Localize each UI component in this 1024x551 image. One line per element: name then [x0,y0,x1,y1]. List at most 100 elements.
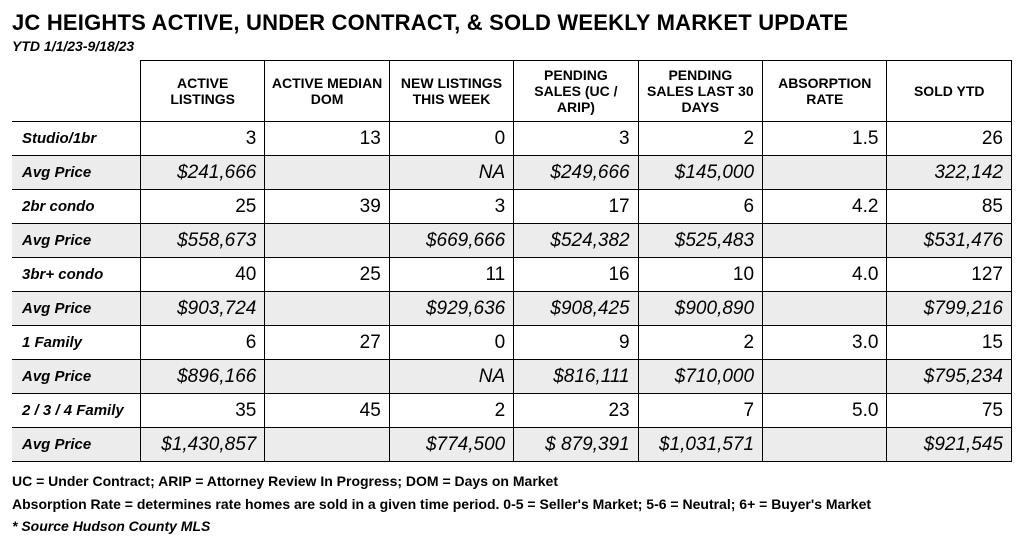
cell-price: $774,500 [389,428,513,462]
table-row-price: Avg Price$241,666 NA$249,666$145,000 322,1… [12,156,1012,190]
row-label-price: Avg Price [12,292,140,326]
cell-count: 16 [514,258,638,292]
cell-count: 11 [389,258,513,292]
cell-count: 2 [389,394,513,428]
cell-price: $929,636 [389,292,513,326]
row-label: 3br+ condo [12,258,140,292]
cell-price: $669,666 [389,224,513,258]
cell-price: NA [389,156,513,190]
cell-count: 45 [265,394,389,428]
cell-count: 7 [638,394,762,428]
cell-price [763,428,887,462]
table-row-category: 3br+ condo40251116104.0127 [12,258,1012,292]
cell-price: $241,666 [140,156,264,190]
notes-block: UC = Under Contract; ARIP = Attorney Rev… [12,470,1012,537]
cell-count: 10 [638,258,762,292]
cell-count: 25 [265,258,389,292]
cell-count: 0 [389,326,513,360]
cell-count: 35 [140,394,264,428]
table-row-price: Avg Price$896,166 NA$816,111$710,000 $795,… [12,360,1012,394]
cell-count: 2 [638,122,762,156]
col-header: NEW LISTINGS THIS WEEK [389,61,513,122]
notes-legend: UC = Under Contract; ARIP = Attorney Rev… [12,470,1012,492]
cell-price: $799,216 [887,292,1012,326]
cell-price: 322,142 [887,156,1012,190]
cell-count: 3 [140,122,264,156]
cell-count: 0 [389,122,513,156]
cell-count: 23 [514,394,638,428]
row-label-price: Avg Price [12,156,140,190]
cell-count: 13 [265,122,389,156]
table-row-category: 1 Family6270923.015 [12,326,1012,360]
cell-price: $1,430,857 [140,428,264,462]
cell-price [265,224,389,258]
col-header: PENDING SALES LAST 30 DAYS [638,61,762,122]
row-label-price: Avg Price [12,428,140,462]
date-range: YTD 1/1/23-9/18/23 [12,38,1012,54]
cell-count: 15 [887,326,1012,360]
cell-count: 9 [514,326,638,360]
cell-count: 26 [887,122,1012,156]
notes-source: * Source Hudson County MLS [12,515,1012,537]
cell-price [763,224,887,258]
cell-price [265,156,389,190]
table-row-price: Avg Price$1,430,857 $774,500$ 879,391$1,0… [12,428,1012,462]
cell-count: 27 [265,326,389,360]
row-label: 1 Family [12,326,140,360]
cell-count: 4.0 [763,258,887,292]
col-header: ACTIVE MEDIAN DOM [265,61,389,122]
notes-absorption: Absorption Rate = determines rate homes … [12,493,1012,515]
row-label: 2br condo [12,190,140,224]
cell-count: 6 [638,190,762,224]
cell-count: 6 [140,326,264,360]
table-row-category: 2 / 3 / 4 Family354522375.075 [12,394,1012,428]
cell-price: $900,890 [638,292,762,326]
col-header: ACTIVE LISTINGS [140,61,264,122]
cell-price: $903,724 [140,292,264,326]
cell-price [763,292,887,326]
cell-price: $531,476 [887,224,1012,258]
table-row-category: 2br condo253931764.285 [12,190,1012,224]
cell-count: 4.2 [763,190,887,224]
cell-count: 5.0 [763,394,887,428]
header-blank [12,61,140,122]
table-row-price: Avg Price$558,673$669,666$524,382$525,48… [12,224,1012,258]
table-row-category: Studio/1br3130321.526 [12,122,1012,156]
cell-price: NA [389,360,513,394]
cell-price: $816,111 [514,360,638,394]
cell-count: 75 [887,394,1012,428]
table-header-row: ACTIVE LISTINGS ACTIVE MEDIAN DOM NEW LI… [12,61,1012,122]
cell-price: $145,000 [638,156,762,190]
cell-price: $525,483 [638,224,762,258]
cell-count: 2 [638,326,762,360]
row-label: Studio/1br [12,122,140,156]
cell-price: $ 879,391 [514,428,638,462]
cell-price [265,428,389,462]
cell-count: 39 [265,190,389,224]
cell-price: $908,425 [514,292,638,326]
cell-price [763,156,887,190]
cell-count: 3.0 [763,326,887,360]
cell-count: 127 [887,258,1012,292]
col-header: ABSORPTION RATE [763,61,887,122]
page-title: JC HEIGHTS ACTIVE, UNDER CONTRACT, & SOL… [12,10,1012,36]
cell-count: 40 [140,258,264,292]
cell-count: 1.5 [763,122,887,156]
table-row-price: Avg Price$903,724 $929,636$908,425$900,89… [12,292,1012,326]
row-label-price: Avg Price [12,360,140,394]
cell-price: $558,673 [140,224,264,258]
col-header: PENDING SALES (UC / ARIP) [514,61,638,122]
cell-price: $921,545 [887,428,1012,462]
cell-price: $249,666 [514,156,638,190]
cell-price: $896,166 [140,360,264,394]
row-label: 2 / 3 / 4 Family [12,394,140,428]
cell-count: 85 [887,190,1012,224]
cell-price: $795,234 [887,360,1012,394]
cell-count: 17 [514,190,638,224]
cell-count: 3 [514,122,638,156]
cell-count: 25 [140,190,264,224]
cell-price [265,360,389,394]
cell-price: $1,031,571 [638,428,762,462]
market-table: ACTIVE LISTINGS ACTIVE MEDIAN DOM NEW LI… [12,60,1012,462]
cell-price: $710,000 [638,360,762,394]
